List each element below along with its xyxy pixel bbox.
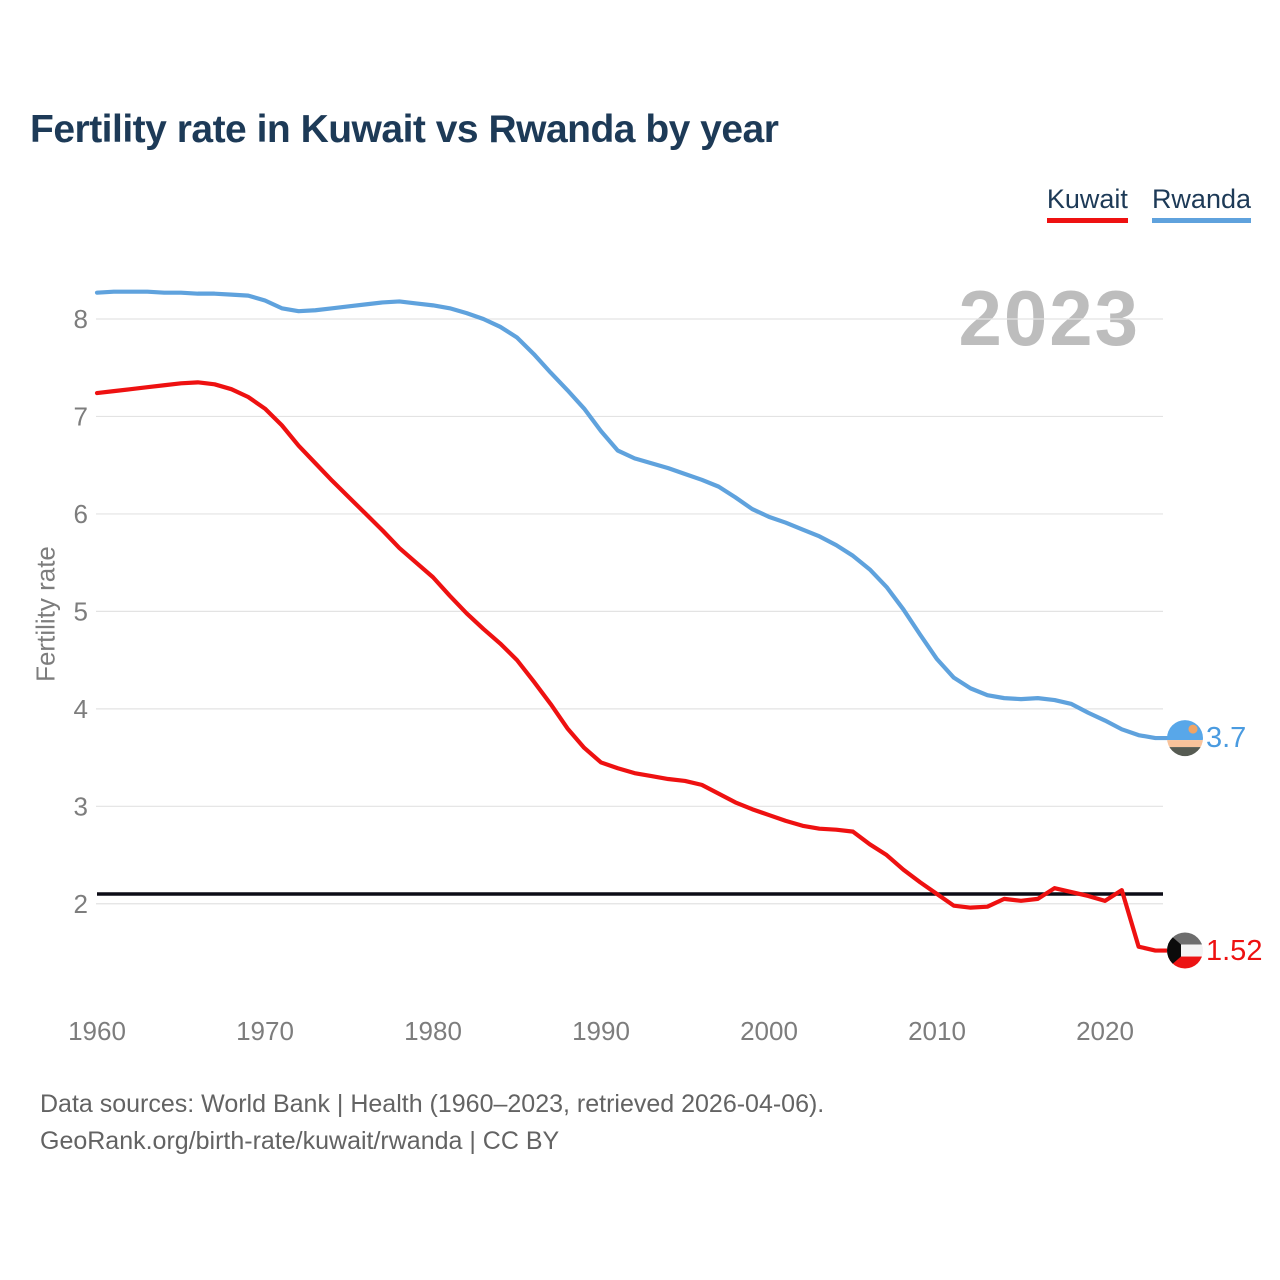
legend-item-rwanda[interactable]: Rwanda [1151, 184, 1251, 223]
source-line-2: GeoRank.org/birth-rate/kuwait/rwanda | C… [40, 1127, 560, 1155]
y-axis-label: Fertility rate [30, 546, 61, 682]
x-tick-label: 1990 [572, 1016, 630, 1046]
x-tick-label: 2020 [1076, 1016, 1134, 1046]
y-tick-label: 8 [74, 304, 88, 334]
y-tick-label: 3 [74, 791, 88, 821]
series-line-rwanda[interactable] [94, 289, 1170, 741]
x-tick-label: 2000 [740, 1016, 798, 1046]
source-attribution: Data sources: World Bank | Health (1960–… [40, 1086, 824, 1160]
y-tick-label: 6 [74, 499, 88, 529]
end-label-kuwait: 1.52 [1206, 934, 1263, 967]
watermark-year: 2023 [958, 274, 1140, 362]
y-tick-label: 5 [74, 596, 88, 626]
end-label-rwanda: 3.7 [1206, 722, 1247, 755]
x-tick-label: 1960 [68, 1016, 126, 1046]
y-tick-label: 4 [74, 694, 88, 724]
kuwait-flag-icon [1167, 932, 1203, 969]
page-title: Fertility rate in Kuwait vs Rwanda by ye… [30, 108, 779, 151]
x-tick-label: 1970 [236, 1016, 294, 1046]
legend-item-kuwait[interactable]: Kuwait [1046, 184, 1128, 223]
x-tick-label: 2010 [908, 1016, 966, 1046]
rwanda-flag-icon [1167, 720, 1203, 757]
series-line-kuwait[interactable] [94, 380, 1170, 953]
y-tick-label: 7 [74, 401, 88, 431]
legend: Kuwait Rwanda [1046, 184, 1251, 223]
source-line-1: Data sources: World Bank | Health (1960–… [40, 1090, 825, 1118]
y-tick-label: 2 [74, 889, 88, 919]
x-tick-label: 1980 [404, 1016, 462, 1046]
